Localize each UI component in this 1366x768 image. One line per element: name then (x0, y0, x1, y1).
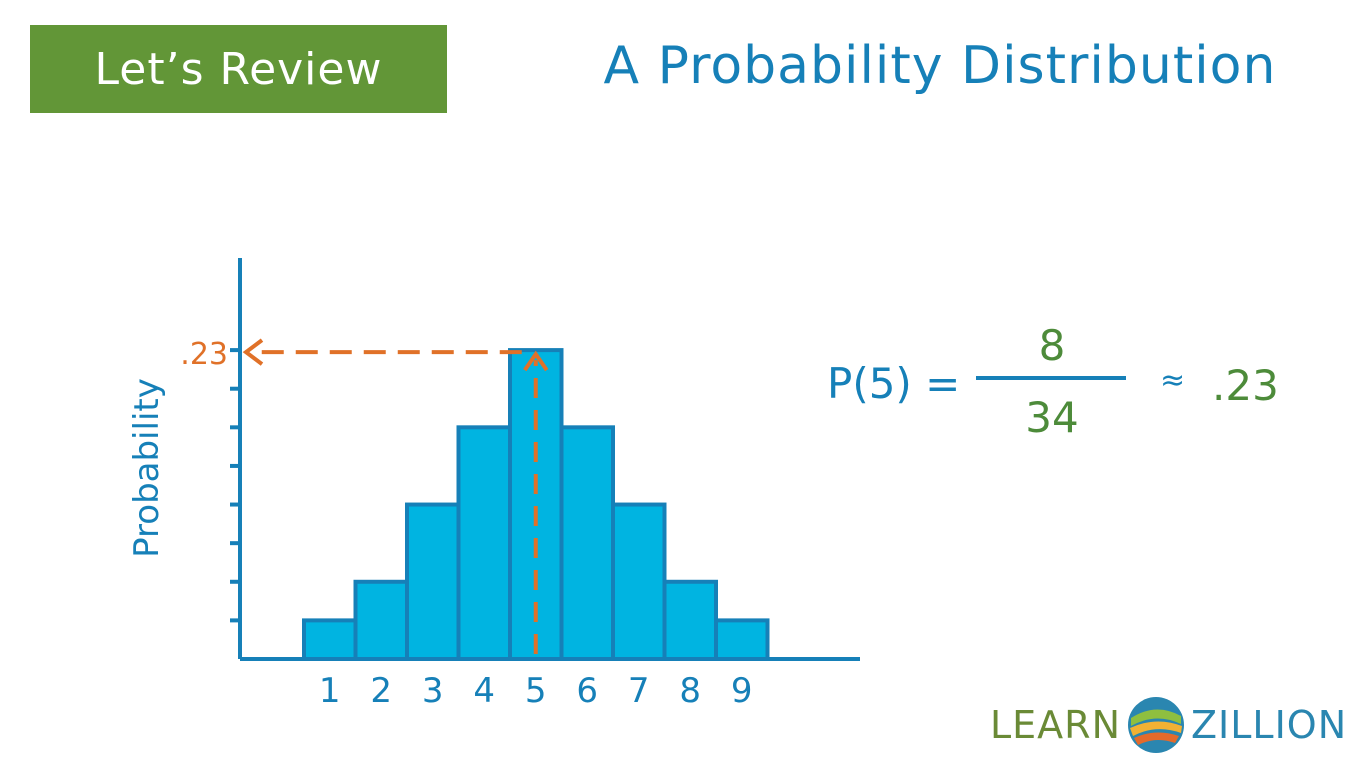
axes-group (238, 258, 860, 661)
highlight-value-label: .23 (180, 337, 228, 372)
x-tick-label-9: 9 (731, 671, 753, 711)
equation-result: .23 (1212, 361, 1279, 410)
x-tick-label-4: 4 (473, 671, 495, 711)
bars-group (302, 348, 770, 661)
lets-review-badge: Let’s Review (30, 25, 447, 113)
x-tick-label-2: 2 (370, 671, 392, 711)
x-tick-label-7: 7 (628, 671, 650, 711)
left-arrowhead-icon (242, 338, 264, 366)
bar-9 (714, 618, 770, 661)
fraction-denominator: 34 (1025, 393, 1078, 442)
badge-label: Let’s Review (94, 43, 383, 95)
logo-learn: LEARN (990, 703, 1122, 747)
x-tick-label-5: 5 (525, 671, 547, 711)
highlight-annotation: .23 (180, 337, 549, 654)
logo-zillion: ZILLION (1191, 703, 1348, 747)
slide-title: A Probability Distribution (603, 36, 1277, 96)
y-ticks-group (230, 348, 240, 623)
x-tick-label-1: 1 (319, 671, 341, 711)
equation-lhs: P(5) = (827, 359, 960, 408)
fraction-numerator: 8 (1039, 321, 1066, 370)
approx-symbol: ≈ (1160, 363, 1185, 398)
learnzillion-logo: LEARN ZILLION (990, 690, 1347, 760)
y-axis-label: Probability (127, 378, 167, 558)
x-tick-label-6: 6 (576, 671, 598, 711)
swirl-globe-icon (1128, 697, 1185, 753)
up-arrowhead-icon (523, 350, 549, 372)
x-tick-label-8: 8 (679, 671, 701, 711)
x-tick-label-3: 3 (422, 671, 444, 711)
